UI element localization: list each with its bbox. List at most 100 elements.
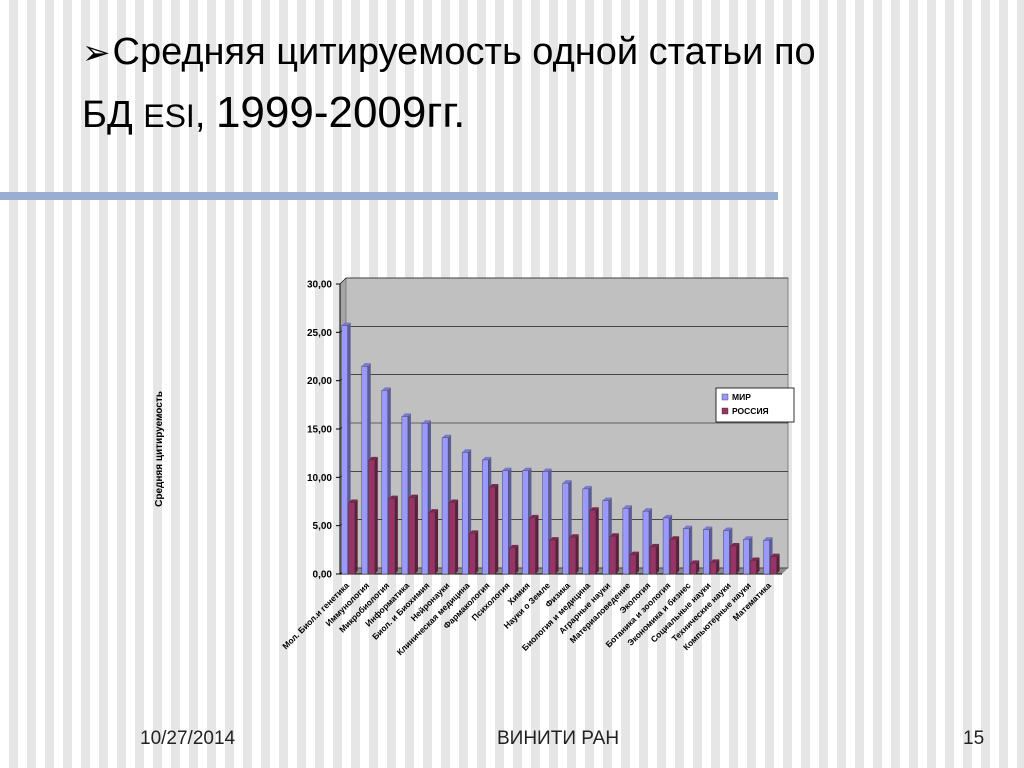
bar-top (642, 508, 652, 512)
legend-swatch (721, 407, 729, 415)
bar-side (475, 530, 479, 574)
title-text-years: 1999-2009гг. (215, 88, 466, 137)
bar-top (562, 480, 572, 484)
bar-world (662, 517, 670, 575)
bar-side (354, 499, 358, 574)
bar-russia (509, 547, 516, 575)
bar-russia (589, 509, 596, 575)
bar-side (374, 456, 378, 574)
bar-russia (408, 497, 416, 575)
chart-container: 0,00 5,00 10,00 15,00 20,00 25,00 30,00 Средняя… (140, 270, 800, 710)
bar-side (615, 533, 619, 574)
bar-russia (710, 562, 717, 575)
title-line-2: БД ESI, 1999-2009гг. (82, 83, 982, 146)
bar-top (502, 467, 512, 471)
bar-top (690, 560, 700, 564)
bar-top (730, 542, 740, 546)
bar-russia (549, 539, 556, 575)
bar-side (689, 525, 693, 574)
slide-title: ➢Средняя цитируемость одной статьи по БД… (82, 22, 982, 146)
bar-top (368, 456, 378, 460)
bar-top (670, 536, 680, 540)
bar-world (743, 539, 750, 575)
bar-side (575, 534, 579, 574)
bar-top (509, 544, 519, 548)
bar-side (676, 536, 680, 574)
bar-top (442, 434, 452, 438)
bar-russia (629, 554, 637, 575)
y-tick-label: 0,00 (313, 570, 333, 581)
bar-russia (489, 486, 496, 575)
bar-side (535, 514, 539, 574)
bar-world (763, 539, 770, 575)
bar-side (414, 494, 418, 574)
bar-side (555, 537, 559, 574)
bar-top (743, 536, 753, 540)
bar-russia (689, 563, 697, 575)
bar-russia (529, 517, 536, 575)
bar-russia (448, 502, 456, 575)
bar-top (663, 514, 673, 518)
bar-world (582, 488, 589, 575)
bar-top (428, 509, 439, 513)
y-tick-label: 20,00 (307, 376, 332, 387)
bar-top (361, 363, 371, 367)
bar-russia (609, 536, 617, 575)
bar-world (682, 528, 690, 575)
y-tick-label: 5,00 (313, 521, 333, 532)
legend-box (715, 387, 795, 423)
bar-world (421, 422, 429, 575)
bar-top (683, 525, 693, 529)
y-tick-label: 25,00 (307, 328, 332, 339)
bar-side (595, 507, 599, 574)
bar-world (522, 470, 529, 575)
bar-side (756, 557, 760, 574)
bar-top (589, 507, 599, 511)
bar-russia (770, 556, 777, 575)
bar-top (649, 543, 660, 547)
bar-top (462, 449, 472, 453)
bar-top (482, 456, 492, 460)
bar-top (449, 499, 459, 503)
bar-top (703, 526, 713, 530)
bar-russia (428, 511, 436, 575)
bar-side (495, 484, 499, 574)
bar-world (642, 510, 650, 575)
bar-top (629, 551, 639, 555)
y-axis-title: Средняя цитируемость (154, 391, 165, 507)
bar-top (723, 527, 733, 531)
bar-russia (750, 560, 757, 575)
bar-side (656, 543, 660, 574)
y-tick-label: 10,00 (307, 473, 332, 484)
bar-top (763, 537, 773, 541)
gridline-diag (339, 277, 347, 285)
legend-label: МИР (732, 392, 751, 402)
bar-world (723, 530, 730, 575)
bullet-arrow-icon: ➢ (82, 34, 111, 72)
bar-russia (468, 533, 476, 575)
bar-world (401, 416, 409, 575)
bar-world (562, 482, 569, 575)
bar-world (461, 451, 469, 575)
bar-side (716, 559, 720, 574)
bar-top (401, 413, 411, 417)
bar-russia (348, 502, 355, 575)
bar-world (542, 471, 549, 575)
bar-world (341, 325, 348, 575)
bar-side (435, 509, 439, 574)
y-tick-label: 30,00 (307, 280, 332, 291)
bar-top (489, 484, 499, 487)
bar-world (622, 508, 630, 575)
bar-side (515, 544, 519, 574)
bar-top (529, 514, 539, 518)
bar-top (770, 553, 780, 557)
bar-side (455, 499, 459, 574)
bar-russia (730, 545, 737, 575)
bar-world (703, 529, 710, 575)
bar-top (549, 537, 559, 541)
legend-swatch (721, 393, 729, 401)
bar-world (482, 459, 489, 575)
bar-top (522, 467, 532, 471)
bar-world (361, 365, 368, 575)
y-tick-label: 15,00 (307, 425, 332, 436)
